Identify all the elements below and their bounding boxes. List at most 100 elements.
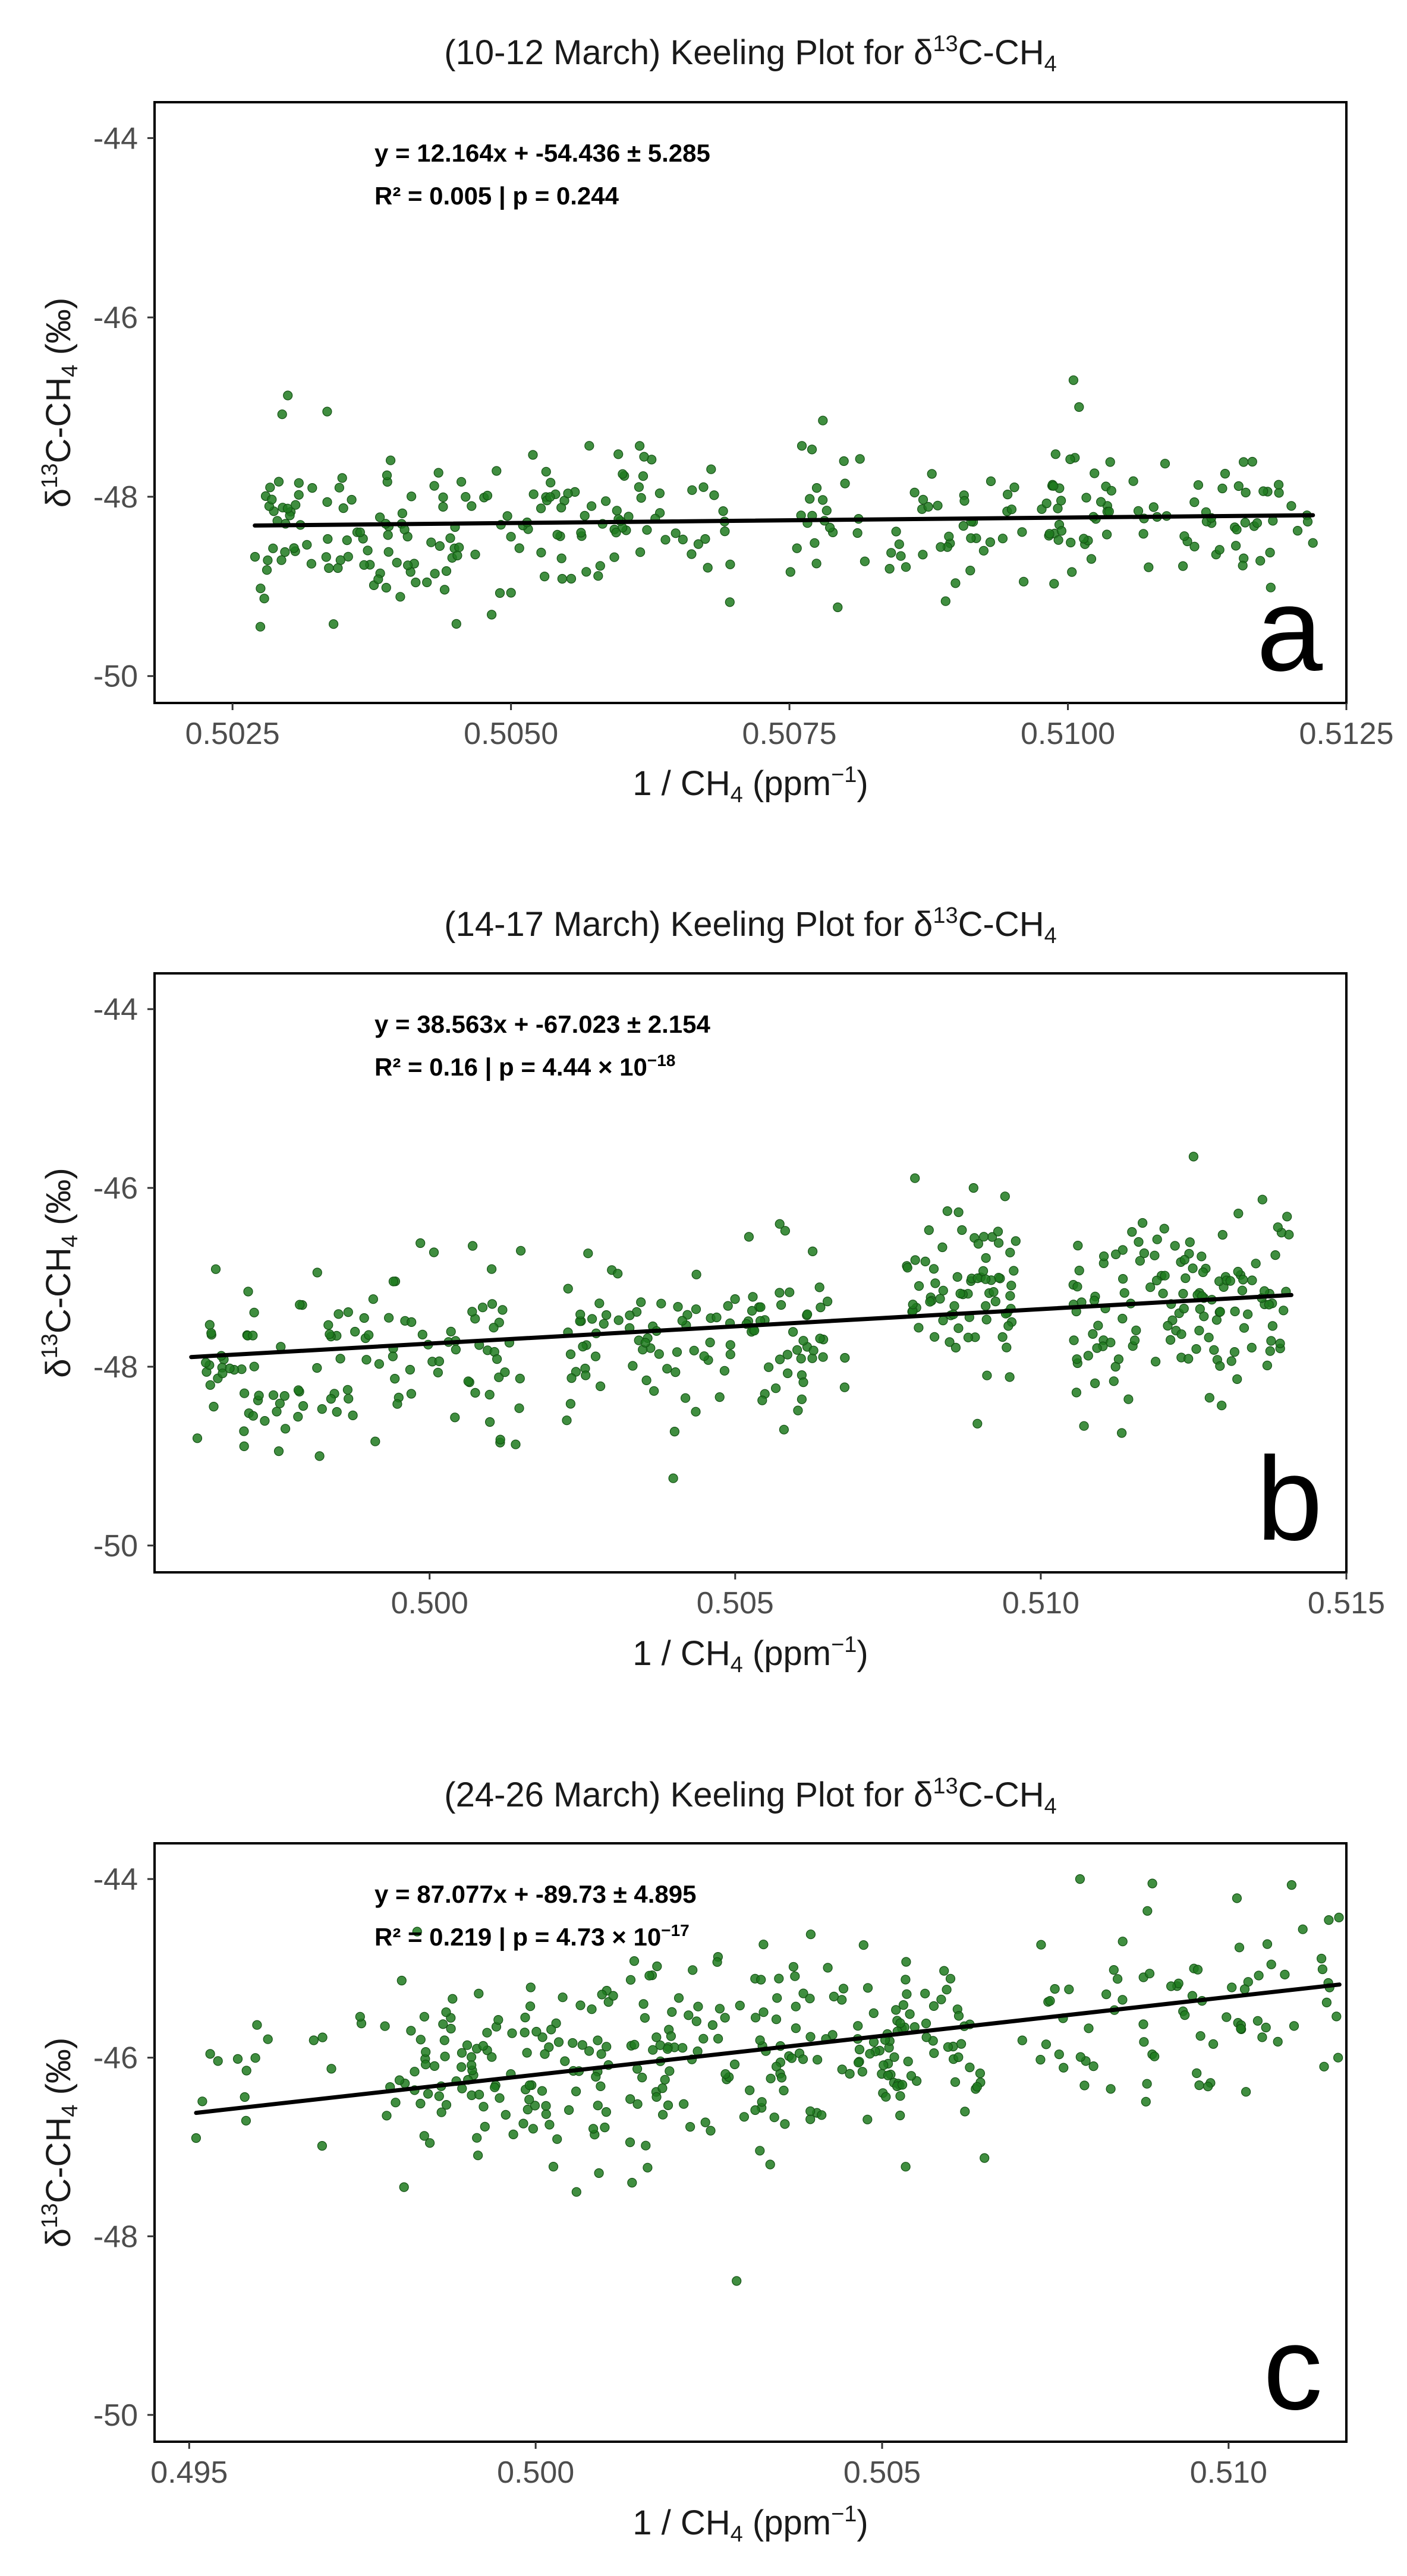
data-point	[714, 2004, 725, 2014]
data-point	[793, 1405, 803, 1415]
regression-equation: y = 87.077x + -89.73 ± 4.895	[374, 1880, 697, 1908]
data-point	[1333, 2052, 1343, 2063]
data-point	[965, 565, 975, 576]
data-point	[1009, 482, 1019, 493]
data-point	[720, 2013, 730, 2023]
data-point	[210, 1264, 221, 1274]
data-point	[575, 1309, 586, 1320]
x-tick-label: 0.515	[1308, 1586, 1385, 1620]
data-point	[1193, 480, 1204, 490]
data-point	[406, 2026, 416, 2036]
data-point	[439, 585, 450, 595]
data-point	[416, 2098, 426, 2109]
data-point	[939, 1966, 949, 1976]
data-point	[1141, 2096, 1151, 2107]
data-point	[1053, 503, 1063, 513]
data-point	[1232, 1893, 1242, 1903]
data-point	[811, 483, 822, 493]
data-point	[1302, 516, 1313, 527]
data-point	[1079, 1421, 1089, 1431]
data-point	[457, 2048, 467, 2058]
data-point	[914, 1323, 924, 1333]
data-point	[1144, 1969, 1155, 1979]
data-point	[807, 444, 817, 455]
data-points	[250, 375, 1318, 632]
data-point	[1251, 1259, 1261, 1269]
data-point	[333, 1309, 344, 1319]
data-point	[566, 573, 577, 584]
data-point	[750, 2105, 760, 2115]
data-point	[1192, 1965, 1203, 1975]
data-point	[883, 2070, 893, 2080]
data-point	[1179, 1254, 1189, 1265]
data-point	[434, 1356, 445, 1366]
data-point	[501, 2110, 511, 2120]
data-point	[1265, 1346, 1275, 1356]
data-point	[928, 1264, 939, 1274]
data-point	[577, 2040, 587, 2050]
data-point	[923, 502, 933, 512]
data-point	[660, 2074, 670, 2085]
data-point	[575, 2000, 586, 2010]
data-point	[735, 2000, 745, 2011]
x-tick-label: 0.5100	[1021, 717, 1115, 751]
data-point	[439, 2035, 449, 2045]
data-point	[1233, 481, 1244, 491]
data-point	[905, 2009, 915, 2019]
data-point	[256, 584, 266, 594]
data-point	[1222, 2012, 1232, 2022]
data-point	[213, 2056, 223, 2066]
data-point	[673, 1302, 683, 1312]
data-point	[918, 494, 928, 505]
x-axis-label: 1 / CH4 (ppm−1)	[632, 2502, 868, 2547]
data-point	[254, 1391, 264, 1401]
data-point	[798, 1988, 808, 1998]
data-point	[595, 1381, 606, 1391]
data-point	[1128, 476, 1138, 486]
data-point	[791, 2001, 801, 2011]
data-point	[601, 2107, 612, 2117]
data-point	[1093, 1320, 1103, 1330]
data-point	[259, 594, 269, 604]
data-point	[712, 1312, 722, 1323]
data-point	[654, 1349, 664, 1359]
data-point	[480, 2121, 490, 2132]
data-point	[657, 2083, 668, 2093]
data-point	[268, 1390, 279, 1400]
data-point	[421, 2047, 431, 2057]
data-point	[641, 1375, 651, 1385]
data-point	[698, 482, 709, 492]
data-point	[283, 390, 293, 401]
data-point	[306, 559, 317, 569]
data-point	[706, 464, 716, 474]
data-point	[1006, 505, 1017, 515]
data-point	[788, 1327, 798, 1337]
regression-equation: y = 12.164x + -54.436 ± 5.285	[374, 139, 710, 167]
data-point	[410, 2067, 420, 2077]
data-point	[669, 1427, 680, 1437]
data-point	[758, 1940, 769, 1950]
data-point	[486, 1264, 497, 1274]
data-point	[1151, 1275, 1162, 1285]
data-point	[419, 2011, 430, 2022]
data-point	[1018, 576, 1029, 587]
data-point	[281, 1424, 291, 1434]
data-point	[990, 1297, 1000, 1307]
data-point	[528, 450, 538, 460]
data-point	[910, 1173, 920, 1183]
data-point	[382, 2111, 392, 2121]
data-point	[424, 2138, 435, 2148]
data-point	[839, 456, 849, 466]
data-point	[593, 571, 603, 581]
data-point	[1195, 2031, 1205, 2041]
data-point	[537, 2032, 547, 2042]
data-point	[1264, 1300, 1274, 1310]
data-point	[611, 528, 621, 538]
data-point	[322, 406, 332, 417]
data-point	[1069, 1335, 1079, 1345]
data-point	[1150, 2051, 1160, 2061]
data-point	[541, 2109, 551, 2119]
data-point	[1255, 556, 1266, 566]
data-point	[1191, 1344, 1201, 1354]
x-axis-label: 1 / CH4 (ppm−1)	[632, 762, 868, 808]
